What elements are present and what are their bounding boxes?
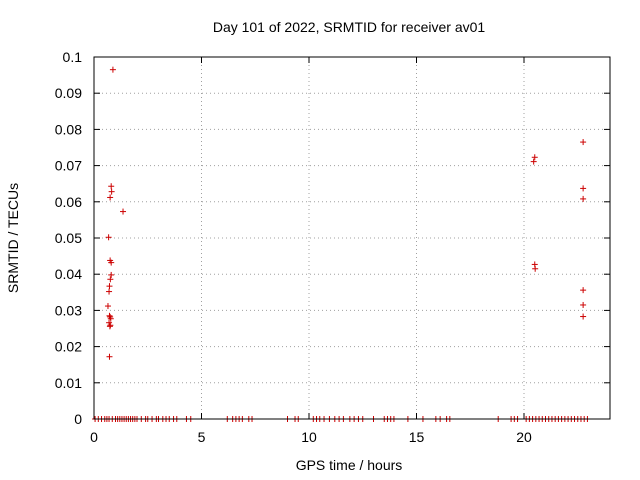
y-tick-label: 0.06 bbox=[55, 194, 82, 210]
data-point bbox=[107, 276, 114, 283]
grid-lines bbox=[94, 57, 610, 419]
y-axis-label: SRMTID / TECUs bbox=[5, 183, 21, 293]
y-tick-label: 0.09 bbox=[55, 85, 82, 101]
y-tick-label: 0.1 bbox=[63, 49, 83, 65]
x-tick-label: 5 bbox=[198, 429, 206, 445]
data-point bbox=[580, 195, 587, 202]
data-point bbox=[580, 185, 587, 192]
axis-ticks: 0 0.01 0.02 0.03 0.04 0.05 0.06 0.07 0.08 0.09 0.1… bbox=[55, 49, 610, 445]
y-tick-label: 0 bbox=[74, 411, 82, 427]
data-point bbox=[580, 287, 587, 294]
data-point bbox=[106, 353, 113, 360]
x-tick-label: 15 bbox=[409, 429, 425, 445]
data-point bbox=[109, 66, 116, 73]
y-tick-label: 0.05 bbox=[55, 230, 82, 246]
data-point bbox=[580, 301, 587, 308]
data-point bbox=[107, 194, 114, 201]
data-point bbox=[108, 188, 115, 195]
data-point bbox=[107, 315, 114, 322]
y-tick-label: 0.04 bbox=[55, 266, 82, 282]
x-tick-label: 20 bbox=[516, 429, 532, 445]
data-point bbox=[580, 139, 587, 146]
data-point bbox=[532, 265, 539, 272]
y-tick-label: 0.02 bbox=[55, 339, 82, 355]
data-point bbox=[105, 234, 112, 241]
data-point bbox=[120, 208, 127, 215]
data-point bbox=[580, 313, 587, 320]
data-point bbox=[106, 319, 113, 326]
y-tick-label: 0.07 bbox=[55, 158, 82, 174]
data-point bbox=[106, 283, 113, 290]
data-point bbox=[530, 158, 537, 165]
data-point bbox=[108, 183, 115, 190]
y-tick-label: 0.08 bbox=[55, 121, 82, 137]
plot-frame bbox=[93, 56, 611, 420]
y-tick-label: 0.03 bbox=[55, 302, 82, 318]
data-point bbox=[531, 154, 538, 161]
data-point bbox=[106, 323, 113, 330]
y-tick-label: 0.01 bbox=[55, 375, 82, 391]
x-tick-label: 10 bbox=[301, 429, 317, 445]
chart-title: Day 101 of 2022, SRMTID for receiver av0… bbox=[213, 19, 486, 35]
data-point bbox=[108, 259, 115, 266]
data-point bbox=[106, 312, 113, 319]
x-tick-label: 0 bbox=[90, 429, 98, 445]
x-axis-label: GPS time / hours bbox=[296, 457, 403, 473]
data-points bbox=[92, 66, 591, 422]
data-point bbox=[108, 271, 115, 278]
data-point bbox=[104, 303, 111, 310]
data-point bbox=[106, 288, 113, 295]
